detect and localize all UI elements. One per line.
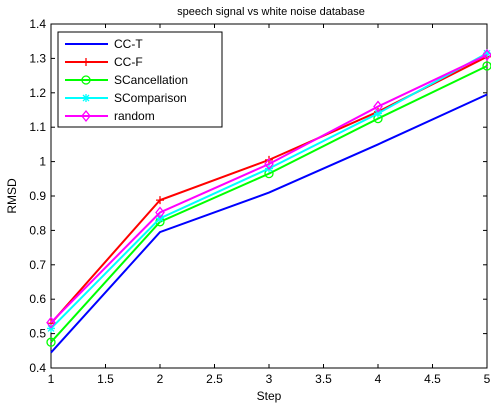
star-marker	[483, 49, 491, 58]
diamond-marker	[46, 316, 56, 329]
legend-label: SComparison	[114, 91, 187, 105]
x-tick-label: 1	[48, 372, 55, 386]
chart-title: speech signal vs white noise database	[177, 6, 365, 18]
legend-entry: CC-F	[65, 55, 143, 69]
y-tick-label: 0.6	[29, 292, 46, 306]
diamond-marker	[155, 206, 165, 219]
legend-label: CC-F	[114, 55, 143, 69]
legend-label: CC-T	[114, 37, 143, 51]
x-tick-label: 2.5	[206, 372, 223, 386]
y-tick-label: 0.4	[29, 361, 46, 375]
y-tick-label: 0.5	[29, 327, 46, 341]
legend-entry: SComparison	[65, 91, 187, 105]
legend-entry: random	[65, 109, 155, 123]
x-axis-label: Step	[257, 389, 282, 403]
legend: CC-T CC-F SCancellation SComparison random	[57, 31, 223, 128]
y-tick-label: 0.9	[29, 189, 46, 203]
x-tick-label: 2	[157, 372, 164, 386]
plus-marker	[156, 196, 164, 205]
legend-entry: SCancellation	[65, 73, 188, 87]
series-layer	[46, 48, 491, 354]
y-tick-label: 1.4	[29, 17, 46, 31]
y-tick-label: 0.7	[29, 258, 46, 272]
axis-ticks: 1 1.5 2 2.5 3 3.5 4 4.5 5 0.4 0.5 0.6 0.7 0.8 0.9 1 1.1 1…	[29, 17, 490, 386]
x-tick-label: 1.5	[97, 372, 114, 386]
diamond-marker	[482, 48, 491, 62]
x-tick-label: 3.5	[315, 372, 332, 386]
x-tick-label: 3	[266, 372, 273, 386]
series-random	[46, 48, 491, 329]
y-tick-label: 1.3	[29, 51, 46, 65]
x-tick-label: 4	[375, 372, 382, 386]
circle-marker	[482, 61, 491, 71]
y-tick-label: 1.1	[29, 120, 46, 134]
legend-entry: CC-T	[65, 37, 143, 51]
circle-marker	[81, 75, 91, 85]
y-tick-label: 1	[39, 155, 46, 169]
diamond-marker	[81, 109, 91, 123]
series-line	[50, 93, 488, 354]
star-marker	[374, 109, 382, 118]
series-line	[50, 65, 488, 343]
x-tick-label: 5	[484, 372, 491, 386]
y-tick-label: 0.8	[29, 223, 46, 237]
circle-marker	[46, 337, 56, 347]
series-line	[50, 54, 488, 324]
x-tick-label: 4.5	[424, 372, 441, 386]
diamond-marker	[264, 157, 274, 171]
y-axis-label: RMSD	[5, 178, 19, 214]
y-tick-label: 1.2	[29, 86, 46, 100]
series-cc-t	[50, 93, 488, 354]
plus-marker	[82, 58, 90, 66]
diamond-marker	[373, 100, 383, 113]
legend-label: SCancellation	[114, 73, 188, 87]
legend-label: random	[114, 109, 155, 123]
star-marker	[82, 94, 90, 102]
